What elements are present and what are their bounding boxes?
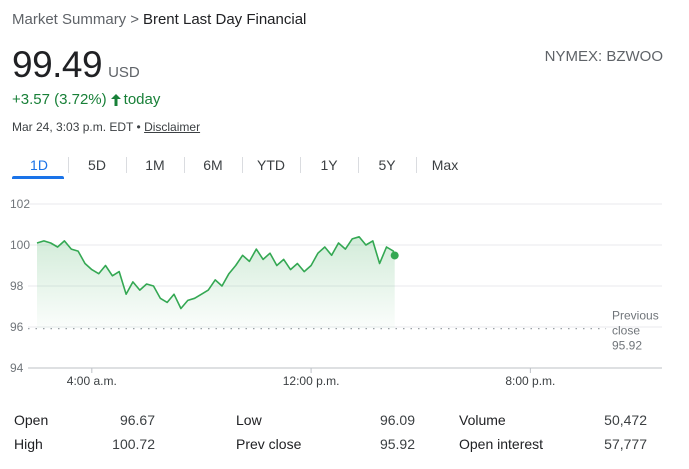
stat-value-volume: 50,472 bbox=[604, 412, 647, 428]
range-tabs: 1D 5D 1M 6M YTD 1Y 5Y Max bbox=[10, 152, 474, 180]
x-tick-label: 8:00 p.m. bbox=[505, 374, 555, 388]
breadcrumb: Market Summary > Brent Last Day Financial bbox=[12, 11, 306, 28]
price-currency: USD bbox=[108, 64, 140, 81]
stat-label-open-interest: Open interest bbox=[459, 436, 544, 452]
stats-row: Open 96.67 Low 96.09 Volume 50,472 bbox=[14, 410, 674, 434]
breadcrumb-separator: > bbox=[130, 11, 139, 28]
quote-timestamp: Mar 24, 3:03 p.m. EDT bbox=[12, 120, 134, 134]
price-area bbox=[37, 236, 395, 329]
previous-close-label-2: close bbox=[612, 324, 640, 338]
price-change: +3.57 (3.72%) today bbox=[12, 91, 160, 108]
arrow-up-icon bbox=[110, 93, 121, 106]
stat-value-low: 96.09 bbox=[379, 412, 415, 428]
y-tick-label: 98 bbox=[10, 279, 24, 293]
current-price-dot bbox=[390, 251, 399, 260]
stat-value-high: 100.72 bbox=[112, 436, 155, 452]
stats-row: High 100.72 Prev close 95.92 Open interest 57… bbox=[14, 434, 674, 458]
x-axis-ticks: 4:00 a.m. 12:00 p.m. 8:00 p.m. bbox=[67, 368, 555, 388]
x-tick-label: 4:00 a.m. bbox=[67, 374, 117, 388]
previous-close-value: 95.92 bbox=[612, 339, 642, 353]
range-tab-5y[interactable]: 5Y bbox=[358, 152, 416, 177]
stat-label-open: Open bbox=[14, 412, 49, 428]
x-tick-label: 12:00 p.m. bbox=[283, 374, 340, 388]
stat-value-prev-close: 95.92 bbox=[379, 436, 415, 452]
range-tab-1m[interactable]: 1M bbox=[126, 152, 184, 177]
y-tick-label: 102 bbox=[10, 197, 30, 211]
range-tab-1y[interactable]: 1Y bbox=[300, 152, 358, 177]
price-change-value: +3.57 (3.72%) bbox=[12, 91, 107, 108]
price-chart[interactable]: 102 100 98 96 94 4:00 a.m. 12:00 p.m. 8:00 p.m… bbox=[0, 190, 689, 400]
range-tab-5d[interactable]: 5D bbox=[68, 152, 126, 177]
range-tab-1d[interactable]: 1D bbox=[10, 152, 68, 179]
range-tab-6m[interactable]: 6M bbox=[184, 152, 242, 177]
range-tab-ytd[interactable]: YTD bbox=[242, 152, 300, 177]
stat-label-low: Low bbox=[236, 412, 262, 428]
stat-value-open-interest: 57,777 bbox=[604, 436, 647, 452]
breadcrumb-current: Brent Last Day Financial bbox=[142, 11, 307, 28]
quote-meta: Mar 24, 3:03 p.m. EDT • Disclaimer bbox=[12, 120, 200, 134]
ticker-symbol: NYMEX: BZWOO bbox=[544, 48, 663, 65]
range-tab-max[interactable]: Max bbox=[416, 152, 474, 177]
price-value: 99.49 bbox=[12, 44, 103, 85]
meta-separator: • bbox=[136, 120, 141, 134]
y-tick-label: 100 bbox=[10, 238, 30, 252]
stat-label-prev-close: Prev close bbox=[236, 436, 302, 452]
breadcrumb-root[interactable]: Market Summary bbox=[12, 11, 127, 28]
price-line bbox=[36, 235, 396, 310]
price-change-period: today bbox=[123, 91, 161, 108]
stat-value-open: 96.67 bbox=[119, 412, 155, 428]
stat-label-volume: Volume bbox=[459, 412, 506, 428]
y-tick-label: 94 bbox=[10, 361, 24, 375]
disclaimer-link[interactable]: Disclaimer bbox=[144, 120, 201, 134]
y-tick-label: 96 bbox=[10, 320, 24, 334]
stat-label-high: High bbox=[14, 436, 43, 452]
key-stats: Open 96.67 Low 96.09 Volume 50,472 High 100.72 P… bbox=[14, 410, 674, 458]
y-axis-ticks: 102 100 98 96 94 bbox=[10, 197, 30, 375]
previous-close-label: Previous bbox=[612, 309, 659, 323]
price-row: 99.49 USD bbox=[12, 44, 140, 86]
